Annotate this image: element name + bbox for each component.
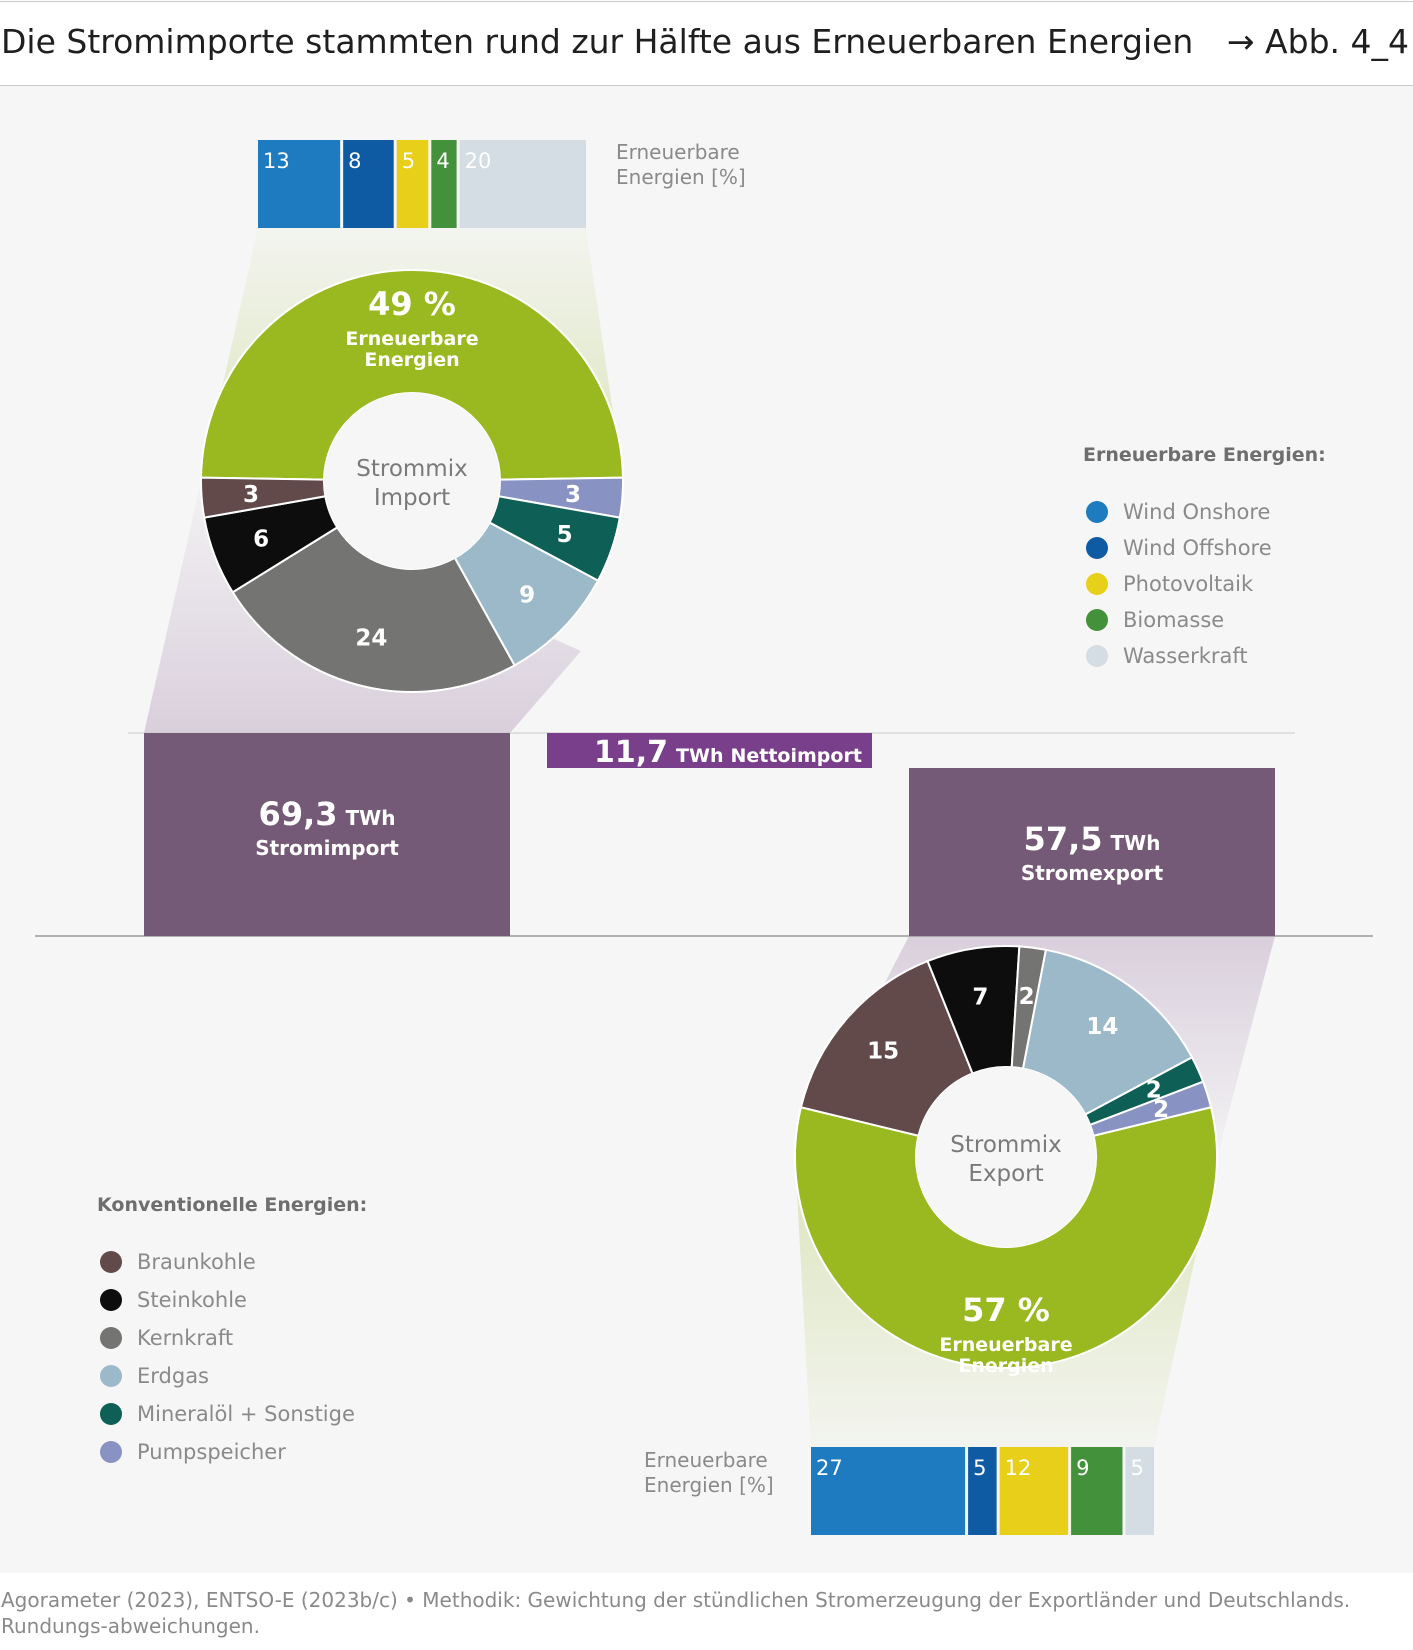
conventional-legend-item-kernkraft: Kernkraft: [137, 1326, 233, 1350]
import-pie-center-hole: [324, 393, 500, 569]
export-renewables-title: Erneuerbare: [644, 1448, 768, 1472]
export-pie-center-label: Strommix: [950, 1132, 1061, 1158]
import-renewables-bar-segment-label: 8: [348, 149, 361, 173]
import-renewables-bar-segment-label: 13: [263, 149, 290, 173]
renewable-legend-marker-photovoltaik: [1086, 573, 1108, 595]
import-pie-slice-label: 5: [557, 522, 573, 548]
stromexport-value-number: 57,5: [1024, 820, 1103, 858]
import-renewables-bar-segment-label: 5: [402, 149, 415, 173]
stromimport-value-number: 69,3: [259, 795, 338, 833]
export-pie-renewable-label: Energien: [958, 1355, 1053, 1377]
export-renewables-bar-segment-wasserkraft: [1125, 1447, 1154, 1535]
import-renewables-bar-segment-label: 20: [465, 149, 492, 173]
export-renewables-bar-segment-label: 5: [973, 1456, 986, 1480]
renewable-legend-item-wind_offshore: Wind Offshore: [1123, 536, 1272, 560]
import-renewables-title: Energien [%]: [616, 165, 746, 189]
import-pie-center-label: Import: [374, 485, 450, 511]
conventional-legend-marker-steinkohle: [100, 1289, 122, 1311]
export-pie-slice-label: 2: [1153, 1097, 1169, 1123]
import-renewables-title: Erneuerbare: [616, 140, 740, 164]
stromexport-label: Stromexport: [1021, 861, 1164, 885]
export-renewables-bar-segment-photovoltaik: [999, 1447, 1069, 1535]
export-pie-slice-label: 2: [1146, 1077, 1162, 1103]
conventional-legend-item-steinkohle: Steinkohle: [137, 1288, 247, 1312]
stromexport-unit: TWh: [1111, 831, 1161, 855]
stromimport-unit: TWh: [346, 806, 396, 830]
stromexport-bar: [909, 768, 1275, 936]
renewable-legend-marker-wind_offshore: [1086, 537, 1108, 559]
top-rule: [0, 1, 1413, 2]
chart-panel: 3 5 9 24 6 3 Strommix Import 49 % Erneuerbare Ener…: [0, 86, 1413, 1573]
import-pie-renewable-share: 49 %: [368, 285, 456, 323]
export-renewables-bar-segment-wind_onshore: [811, 1447, 966, 1535]
conventional-legend-marker-pumpspeicher: [100, 1441, 122, 1463]
conventional-legend-item-pumpspeicher: Pumpspeicher: [137, 1440, 286, 1464]
import-pie-renewable-label: Energien: [364, 349, 459, 371]
import-pie-center-label: Strommix: [356, 456, 467, 482]
import-renewables-bar-segment-biomasse: [431, 140, 457, 228]
renewable-legend-title: Erneuerbare Energien:: [1083, 444, 1326, 466]
export-pie-slice-label: 2: [1019, 984, 1035, 1010]
stromimport-label: Stromimport: [255, 836, 399, 860]
export-renewables-bar-segment-label: 12: [1005, 1456, 1032, 1480]
import-renewables-bar-segment-wind_offshore: [343, 140, 394, 228]
renewable-legend-item-photovoltaik: Photovoltaik: [1123, 572, 1254, 596]
renewable-legend-marker-wasserkraft: [1086, 645, 1108, 667]
chart-title: Die Stromimporte stammten rund zur Hälft…: [1, 22, 1194, 61]
stromimport-bar: [144, 733, 510, 936]
import-renewables-bar-segment-wind_onshore: [258, 140, 341, 228]
nettoimport-value-number: 11,7: [594, 735, 668, 770]
export-pie-renewable-label: Erneuerbare: [939, 1334, 1072, 1356]
export-renewables-bar-segment-biomasse: [1071, 1447, 1123, 1535]
renewable-legend-marker-wind_onshore: [1086, 501, 1108, 523]
import-pie-renewable-label: Erneuerbare: [345, 328, 478, 350]
import-pie-slice-label: 3: [243, 482, 259, 508]
export-renewables-bar-segment-label: 9: [1076, 1456, 1089, 1480]
export-renewables-bar-segment-label: 5: [1130, 1456, 1143, 1480]
conventional-legend-item-braunkohle: Braunkohle: [137, 1250, 256, 1274]
figure-reference-link[interactable]: → Abb. 4_4: [1226, 22, 1409, 61]
nettoimport-label: Nettoimport: [730, 745, 861, 767]
export-pie-center-hole: [916, 1067, 1096, 1247]
renewable-legend-marker-biomasse: [1086, 609, 1108, 631]
stromexport-value: 57,5 TWh: [1024, 820, 1161, 858]
source-note: Agorameter (2023), ENTSO-E (2023b/c) • M…: [1, 1588, 1351, 1638]
export-renewables-bar-segment-wind_offshore: [968, 1447, 997, 1535]
conventional-legend-item-erdgas: Erdgas: [137, 1364, 209, 1388]
export-renewables-title: Energien [%]: [644, 1473, 774, 1497]
import-pie-slice-label: 9: [519, 582, 535, 608]
export-pie-renewable-share: 57 %: [962, 1291, 1050, 1329]
conventional-legend-marker-mineraloel: [100, 1403, 122, 1425]
import-renewables-bar-segment-wasserkraft: [459, 140, 586, 228]
renewable-legend-item-wind_onshore: Wind Onshore: [1123, 500, 1270, 524]
nettoimport-unit: TWh: [676, 745, 723, 767]
import-pie-slice-label: 3: [565, 482, 581, 508]
export-pie-center-label: Export: [968, 1161, 1043, 1187]
export-pie-slice-label: 14: [1086, 1014, 1118, 1040]
conventional-legend-marker-braunkohle: [100, 1251, 122, 1273]
stromimport-value: 69,3 TWh: [259, 795, 396, 833]
renewable-legend-item-biomasse: Biomasse: [1123, 608, 1224, 632]
conventional-legend-item-mineraloel: Mineralöl + Sonstige: [137, 1402, 355, 1426]
import-pie-slice-label: 24: [355, 625, 387, 651]
nettoimport-value: 11,7 TWh Nettoimport: [594, 735, 862, 770]
nettoimport-bar: [547, 733, 872, 768]
conventional-legend-title: Konventionelle Energien:: [97, 1194, 367, 1216]
import-renewables-bar-segment-label: 4: [436, 149, 449, 173]
conventional-legend-marker-erdgas: [100, 1365, 122, 1387]
import-pie-slice-label: 6: [253, 527, 269, 553]
import-renewables-bar-segment-photovoltaik: [396, 140, 429, 228]
renewable-legend-item-wasserkraft: Wasserkraft: [1123, 644, 1248, 668]
export-renewables-bar-segment-label: 27: [816, 1456, 843, 1480]
export-pie-slice-label: 7: [972, 985, 988, 1011]
export-pie-slice-label: 15: [867, 1039, 899, 1065]
conventional-legend-marker-kernkraft: [100, 1327, 122, 1349]
header-rule: [0, 85, 1413, 86]
